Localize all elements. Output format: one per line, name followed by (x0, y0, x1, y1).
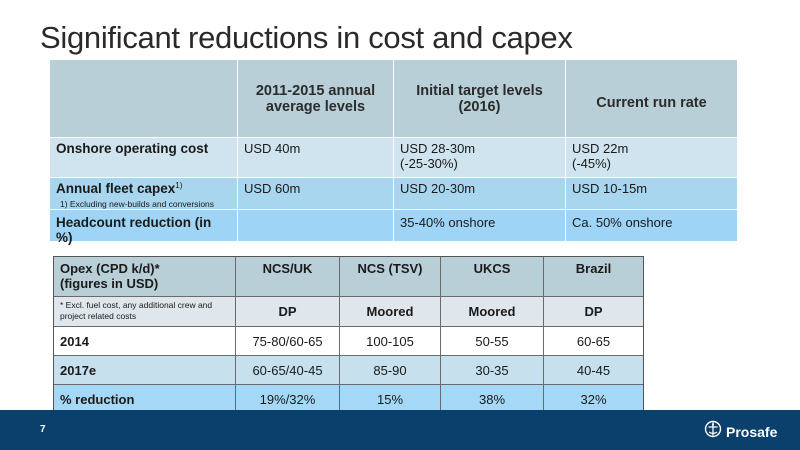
rig-type: DP (544, 297, 643, 327)
cost-table: 2011-2015 annual average levels Initial … (50, 60, 738, 245)
table-cell: 75-80/60-65 (236, 327, 340, 356)
table-cell: USD 10-15m (566, 178, 738, 210)
row-label: Headcount reduction (in %) (50, 210, 238, 245)
header-cell-baseline: 2011-2015 annual average levels (238, 60, 394, 138)
table-cell: USD 20-30m (394, 178, 566, 210)
rig-type: Moored (340, 297, 441, 327)
cost-note: * Excl. fuel cost, any additional crew a… (54, 297, 236, 327)
footer-bar: 7 Prosafe (0, 410, 800, 450)
table-row: 2014 75-80/60-65 100-105 50-55 60-65 (54, 327, 643, 356)
opex-table: Opex (CPD k/d)* (figures in USD) NCS/UK … (53, 256, 644, 415)
footnote: 1) Excluding new-builds and conversions (60, 199, 215, 209)
table-cell: USD 40m (238, 138, 394, 178)
table-row: 2017e 60-65/40-45 85-90 30-35 40-45 (54, 356, 643, 385)
table-cell: 35-40% onshore (394, 210, 566, 242)
brand-name: Prosafe (726, 423, 778, 440)
row-label: 2014 (54, 327, 236, 356)
table-cell: 60-65 (544, 327, 643, 356)
rig-type: Moored (441, 297, 544, 327)
table-cell: Ca. 50% onshore (566, 210, 738, 242)
opex-type-row: * Excl. fuel cost, any additional crew a… (54, 297, 643, 327)
table-cell: 32% (544, 385, 643, 414)
table-cell: 30-35 (441, 356, 544, 385)
table-row: % reduction 19%/32% 15% 38% 32% (54, 385, 643, 414)
header-cell-current: Current run rate (566, 60, 738, 138)
table-cell: USD 22m (-45%) (566, 138, 738, 178)
header-cell-target: Initial target levels (2016) (394, 60, 566, 138)
table-cell: 40-45 (544, 356, 643, 385)
table-cell: 60-65/40-45 (236, 356, 340, 385)
cost-table-header-row: 2011-2015 annual average levels Initial … (50, 60, 738, 138)
footnote-marker: 1) (175, 181, 183, 190)
table-row: Annual fleet capex1) USD 60m USD 20-30m … (50, 178, 738, 210)
page-title: Significant reductions in cost and capex (40, 20, 573, 55)
column-header: Brazil (544, 257, 643, 297)
table-row: Headcount reduction (in %) 35-40% onshor… (50, 210, 738, 245)
row-label: Onshore operating cost (50, 138, 238, 178)
table-cell: USD 60m (238, 178, 394, 210)
column-header: UKCS (441, 257, 544, 297)
row-label: Annual fleet capex1) (50, 178, 238, 210)
table-cell: 15% (340, 385, 441, 414)
table-cell: 38% (441, 385, 544, 414)
table-cell: 100-105 (340, 327, 441, 356)
table-cell: USD 28-30m (-25-30%) (394, 138, 566, 178)
row-label: 2017e (54, 356, 236, 385)
column-header: NCS/UK (236, 257, 340, 297)
opex-header-row: Opex (CPD k/d)* (figures in USD) NCS/UK … (54, 257, 643, 297)
page-number: 7 (40, 424, 46, 435)
table-cell: 50-55 (441, 327, 544, 356)
column-header: NCS (TSV) (340, 257, 441, 297)
brand-logo: Prosafe (704, 420, 777, 443)
opex-header-label: Opex (CPD k/d)* (figures in USD) (54, 257, 236, 297)
table-cell: 19%/32% (236, 385, 340, 414)
table-cell (238, 210, 394, 242)
header-cell-empty (50, 60, 238, 138)
row-label: % reduction (54, 385, 236, 414)
rig-type: DP (236, 297, 340, 327)
prosafe-emblem-icon (704, 420, 722, 443)
table-cell: 85-90 (340, 356, 441, 385)
table-row: Onshore operating cost USD 40m USD 28-30… (50, 138, 738, 178)
